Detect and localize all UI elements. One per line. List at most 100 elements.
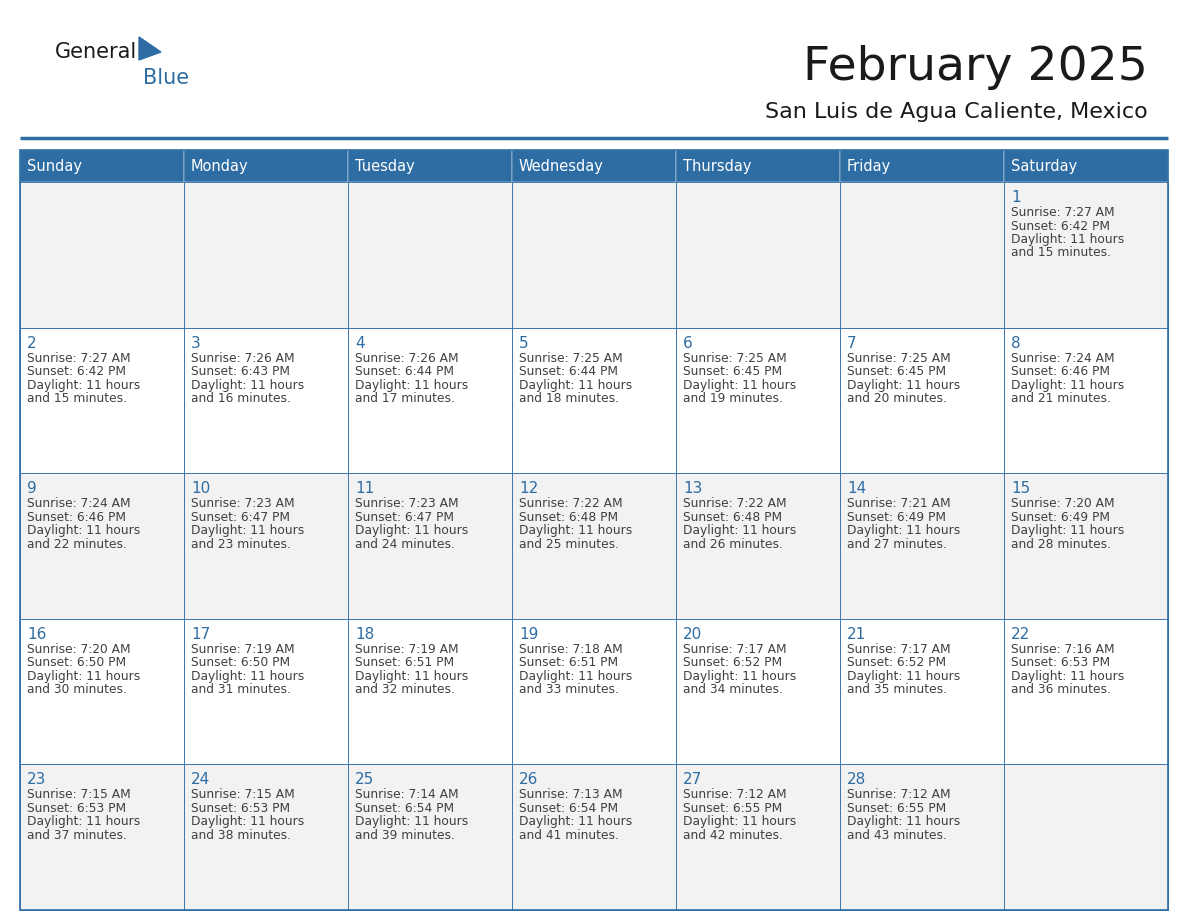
Text: Sunrise: 7:25 AM: Sunrise: 7:25 AM: [683, 352, 786, 364]
Bar: [676, 619, 840, 765]
Text: Sunrise: 7:14 AM: Sunrise: 7:14 AM: [355, 789, 459, 801]
Text: and 33 minutes.: and 33 minutes.: [519, 683, 619, 696]
Text: 18: 18: [355, 627, 374, 642]
Text: and 41 minutes.: and 41 minutes.: [519, 829, 619, 842]
Text: Sunrise: 7:25 AM: Sunrise: 7:25 AM: [519, 352, 623, 364]
Text: 10: 10: [191, 481, 210, 497]
Text: February 2025: February 2025: [803, 46, 1148, 91]
Text: Sunset: 6:49 PM: Sunset: 6:49 PM: [847, 510, 946, 523]
Text: Daylight: 11 hours: Daylight: 11 hours: [683, 670, 796, 683]
Text: Sunset: 6:47 PM: Sunset: 6:47 PM: [191, 510, 290, 523]
Bar: [20, 182, 184, 328]
Text: Sunset: 6:42 PM: Sunset: 6:42 PM: [27, 365, 126, 378]
Text: Sunset: 6:51 PM: Sunset: 6:51 PM: [519, 656, 618, 669]
Bar: [840, 182, 1004, 328]
Text: Monday: Monday: [191, 159, 248, 174]
Bar: [20, 765, 184, 910]
Text: Sunset: 6:46 PM: Sunset: 6:46 PM: [27, 510, 126, 523]
Text: Sunrise: 7:26 AM: Sunrise: 7:26 AM: [191, 352, 295, 364]
Text: Daylight: 11 hours: Daylight: 11 hours: [519, 815, 632, 828]
Bar: [20, 473, 184, 619]
Text: Sunrise: 7:20 AM: Sunrise: 7:20 AM: [1011, 498, 1114, 510]
Bar: [512, 182, 676, 328]
Text: 24: 24: [191, 772, 210, 788]
Bar: [20, 150, 184, 182]
Text: 20: 20: [683, 627, 702, 642]
Text: Sunrise: 7:18 AM: Sunrise: 7:18 AM: [519, 643, 623, 655]
Bar: [184, 473, 348, 619]
Text: Sunset: 6:53 PM: Sunset: 6:53 PM: [1011, 656, 1110, 669]
Bar: [840, 619, 1004, 765]
Bar: [1004, 150, 1168, 182]
Text: and 18 minutes.: and 18 minutes.: [519, 392, 619, 405]
Text: and 19 minutes.: and 19 minutes.: [683, 392, 783, 405]
Text: Sunset: 6:50 PM: Sunset: 6:50 PM: [191, 656, 290, 669]
Text: General: General: [55, 42, 138, 62]
Text: Sunrise: 7:22 AM: Sunrise: 7:22 AM: [683, 498, 786, 510]
Bar: [840, 765, 1004, 910]
Text: Tuesday: Tuesday: [355, 159, 415, 174]
Text: Wednesday: Wednesday: [519, 159, 604, 174]
Bar: [184, 328, 348, 473]
Text: Daylight: 11 hours: Daylight: 11 hours: [519, 670, 632, 683]
Text: and 21 minutes.: and 21 minutes.: [1011, 392, 1111, 405]
Text: Sunset: 6:50 PM: Sunset: 6:50 PM: [27, 656, 126, 669]
Bar: [348, 473, 512, 619]
Text: Sunrise: 7:24 AM: Sunrise: 7:24 AM: [27, 498, 131, 510]
Text: Daylight: 11 hours: Daylight: 11 hours: [519, 378, 632, 392]
Text: Daylight: 11 hours: Daylight: 11 hours: [191, 670, 304, 683]
Text: Sunrise: 7:17 AM: Sunrise: 7:17 AM: [847, 643, 950, 655]
Text: Daylight: 11 hours: Daylight: 11 hours: [683, 524, 796, 537]
Text: Sunset: 6:45 PM: Sunset: 6:45 PM: [847, 365, 946, 378]
Text: 3: 3: [191, 336, 201, 351]
Text: Daylight: 11 hours: Daylight: 11 hours: [191, 378, 304, 392]
Bar: [1004, 619, 1168, 765]
Bar: [348, 182, 512, 328]
Bar: [184, 619, 348, 765]
Text: Sunrise: 7:23 AM: Sunrise: 7:23 AM: [191, 498, 295, 510]
Text: Saturday: Saturday: [1011, 159, 1078, 174]
Text: Sunrise: 7:20 AM: Sunrise: 7:20 AM: [27, 643, 131, 655]
Text: 22: 22: [1011, 627, 1030, 642]
Text: Sunset: 6:51 PM: Sunset: 6:51 PM: [355, 656, 454, 669]
Text: 1: 1: [1011, 190, 1020, 205]
Bar: [512, 150, 676, 182]
Text: Daylight: 11 hours: Daylight: 11 hours: [1011, 233, 1124, 246]
Text: and 30 minutes.: and 30 minutes.: [27, 683, 127, 696]
Text: Sunset: 6:53 PM: Sunset: 6:53 PM: [27, 802, 126, 815]
Text: and 15 minutes.: and 15 minutes.: [27, 392, 127, 405]
Text: 28: 28: [847, 772, 866, 788]
Text: 14: 14: [847, 481, 866, 497]
Text: Sunset: 6:53 PM: Sunset: 6:53 PM: [191, 802, 290, 815]
Text: 6: 6: [683, 336, 693, 351]
Text: 13: 13: [683, 481, 702, 497]
Text: and 34 minutes.: and 34 minutes.: [683, 683, 783, 696]
Text: and 22 minutes.: and 22 minutes.: [27, 538, 127, 551]
Bar: [676, 150, 840, 182]
Text: Daylight: 11 hours: Daylight: 11 hours: [355, 378, 468, 392]
Bar: [676, 182, 840, 328]
Text: Sunday: Sunday: [27, 159, 82, 174]
Text: 8: 8: [1011, 336, 1020, 351]
Text: 15: 15: [1011, 481, 1030, 497]
Text: Sunset: 6:47 PM: Sunset: 6:47 PM: [355, 510, 454, 523]
Text: Sunrise: 7:19 AM: Sunrise: 7:19 AM: [191, 643, 295, 655]
Text: Sunset: 6:49 PM: Sunset: 6:49 PM: [1011, 510, 1110, 523]
Text: Sunrise: 7:22 AM: Sunrise: 7:22 AM: [519, 498, 623, 510]
Text: and 23 minutes.: and 23 minutes.: [191, 538, 291, 551]
Text: Sunrise: 7:15 AM: Sunrise: 7:15 AM: [27, 789, 131, 801]
Text: Daylight: 11 hours: Daylight: 11 hours: [847, 670, 960, 683]
Bar: [840, 473, 1004, 619]
Bar: [840, 150, 1004, 182]
Text: 4: 4: [355, 336, 365, 351]
Text: Sunset: 6:43 PM: Sunset: 6:43 PM: [191, 365, 290, 378]
Bar: [20, 619, 184, 765]
Text: Sunset: 6:55 PM: Sunset: 6:55 PM: [847, 802, 947, 815]
Bar: [1004, 473, 1168, 619]
Text: Sunset: 6:48 PM: Sunset: 6:48 PM: [683, 510, 782, 523]
Bar: [676, 473, 840, 619]
Text: Sunrise: 7:13 AM: Sunrise: 7:13 AM: [519, 789, 623, 801]
Text: Daylight: 11 hours: Daylight: 11 hours: [27, 524, 140, 537]
Bar: [840, 328, 1004, 473]
Text: and 16 minutes.: and 16 minutes.: [191, 392, 291, 405]
